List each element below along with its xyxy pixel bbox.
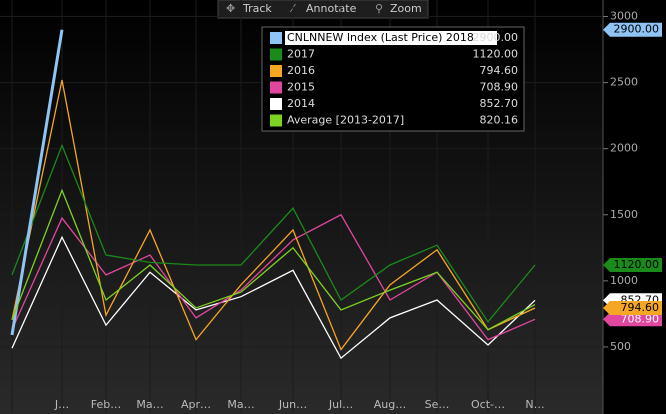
series-line (11, 143, 536, 323)
series-line (11, 188, 536, 331)
value-tag (603, 22, 662, 37)
legend-swatch (270, 114, 282, 127)
legend-value: 794.60 (480, 64, 519, 77)
legend-label: 2014 (287, 97, 315, 110)
axis-background (603, 0, 666, 414)
value-tag (603, 257, 662, 272)
y-tick-label: 3000 (610, 10, 638, 23)
legend-label: 2017 (287, 48, 315, 61)
legend-value: 1120.00 (473, 48, 519, 61)
legend-value: 708.90 (480, 81, 519, 94)
x-tick-label: Se… (425, 398, 450, 411)
legend-swatch (270, 98, 282, 110)
series-line (11, 235, 536, 360)
toolbar-annotate[interactable]: Annotate (306, 2, 357, 15)
x-tick-label: Feb… (91, 398, 121, 411)
legend-label: 2015 (287, 81, 315, 94)
y-tick-label: 500 (610, 340, 631, 353)
zoom-icon: ⚲ (375, 2, 383, 15)
toolbar (217, 0, 429, 19)
legend-swatch (270, 65, 282, 77)
legend-value: 2900.00 (473, 31, 519, 44)
value-tag-label: 794.60 (621, 301, 660, 314)
y-tick-label: 1000 (610, 274, 638, 287)
value-tag-label: 1120.00 (614, 258, 660, 271)
legend-swatch (270, 81, 282, 94)
value-tag-label: 708.90 (621, 312, 660, 325)
value-tag (603, 300, 662, 315)
x-tick-label: Ma… (136, 398, 163, 411)
y-tick-label: 2500 (610, 76, 638, 89)
legend-label: CNLNNEW Index (Last Price) 2018 (287, 31, 474, 44)
series-line (10, 29, 64, 336)
legend-label: Average [2013-2017] (287, 114, 404, 127)
y-tick-label: 2000 (610, 142, 638, 155)
legend-label: 2016 (287, 64, 315, 77)
series-line (11, 213, 536, 341)
legend-highlight (285, 31, 497, 45)
x-tick-label: Oct-… (471, 398, 505, 411)
x-tick-label: Jun… (278, 398, 307, 411)
x-tick-label: Ma… (227, 398, 254, 411)
x-tick-label: Apr… (181, 398, 211, 411)
x-tick-label: J… (54, 398, 69, 411)
toolbar-track[interactable]: Track (242, 2, 272, 15)
toolbar-zoom[interactable]: Zoom (390, 2, 422, 15)
value-tag (603, 312, 662, 327)
track-icon: ✥ (226, 2, 235, 15)
x-tick-label: Jul… (328, 398, 353, 411)
y-tick-label: 1500 (610, 208, 638, 221)
legend-value: 852.70 (480, 97, 519, 110)
legend-value: 820.16 (480, 114, 519, 127)
value-tag-label: 2900.00 (614, 23, 660, 36)
series-line (11, 79, 536, 351)
x-tick-label: Aug… (374, 398, 406, 411)
legend-swatch (270, 48, 282, 61)
x-tick-label: N… (525, 398, 544, 411)
legend-swatch (270, 32, 282, 44)
